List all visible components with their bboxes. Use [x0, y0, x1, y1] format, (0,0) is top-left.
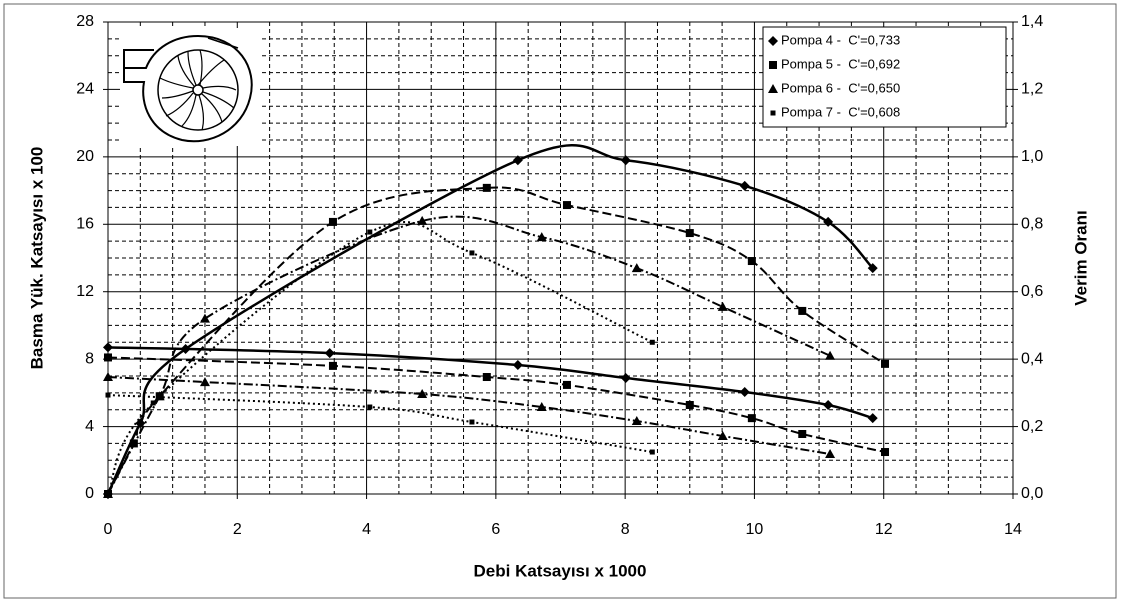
marker — [469, 250, 474, 255]
marker — [483, 373, 491, 381]
y2-tick-label: 1,2 — [1021, 81, 1043, 98]
page: {"chart_data": { "type": "line", "xlabel… — [0, 0, 1124, 605]
y2-axis-title: Verim Oranı — [1071, 210, 1090, 305]
legend: Pompa 4 - C'=0,733 Pompa 5 - C'=0,692 Pomp… — [763, 27, 1006, 127]
marker — [650, 450, 655, 455]
legend-label: Pompa 5 - C'=0,692 — [781, 56, 900, 71]
y-tick-label: 28 — [76, 13, 94, 30]
y-tick-label: 12 — [76, 283, 94, 300]
marker — [748, 414, 756, 422]
marker — [151, 400, 156, 405]
legend-marker — [771, 111, 776, 116]
marker — [106, 492, 111, 497]
y-tick-label: 4 — [85, 418, 94, 435]
marker — [798, 430, 806, 438]
x-tick-label: 6 — [491, 521, 500, 538]
marker — [686, 229, 694, 237]
x-tick-label: 4 — [362, 521, 371, 538]
y2-tick-label: 0,0 — [1021, 485, 1043, 502]
marker — [367, 230, 372, 235]
x-tick-label: 14 — [1004, 521, 1022, 538]
marker — [563, 201, 571, 209]
marker — [650, 340, 655, 345]
marker — [329, 362, 337, 370]
y-tick-label: 0 — [85, 485, 94, 502]
x-tick-label: 8 — [621, 521, 630, 538]
y2-tick-label: 1,4 — [1021, 13, 1043, 30]
marker — [686, 401, 694, 409]
y-tick-label: 20 — [76, 148, 94, 165]
legend-marker — [769, 61, 777, 69]
x-tick-label: 0 — [104, 521, 113, 538]
marker — [881, 448, 889, 456]
y-axis-title: Basma Yük. Katsayısı x 100 — [27, 147, 46, 370]
x-tick-label: 2 — [233, 521, 242, 538]
marker — [483, 184, 491, 192]
y2-tick-label: 1,0 — [1021, 148, 1043, 165]
legend-label: Pompa 6 - C'=0,650 — [781, 80, 900, 95]
pump-icon — [120, 28, 260, 146]
marker — [106, 393, 111, 398]
marker — [104, 353, 112, 361]
marker — [329, 218, 337, 226]
marker — [881, 360, 889, 368]
x-tick-label: 10 — [746, 521, 764, 538]
y2-tick-label: 0,6 — [1021, 283, 1043, 300]
chart: 0246810121404812162024280,00,20,40,60,81… — [0, 0, 1124, 605]
y2-tick-label: 0,4 — [1021, 350, 1043, 367]
marker — [367, 405, 372, 410]
y-tick-label: 16 — [76, 216, 94, 233]
legend-label: Pompa 7 - C'=0,608 — [781, 104, 900, 119]
marker — [469, 420, 474, 425]
x-tick-label: 12 — [875, 521, 893, 538]
marker — [748, 257, 756, 265]
legend-label: Pompa 4 - C'=0,733 — [781, 32, 900, 47]
x-axis-title: Debi Katsayısı x 1000 — [474, 561, 647, 580]
y-tick-label: 8 — [85, 350, 94, 367]
y2-tick-label: 0,8 — [1021, 216, 1043, 233]
y2-tick-label: 0,2 — [1021, 418, 1043, 435]
y-tick-label: 24 — [76, 81, 94, 98]
marker — [563, 381, 571, 389]
marker — [798, 307, 806, 315]
